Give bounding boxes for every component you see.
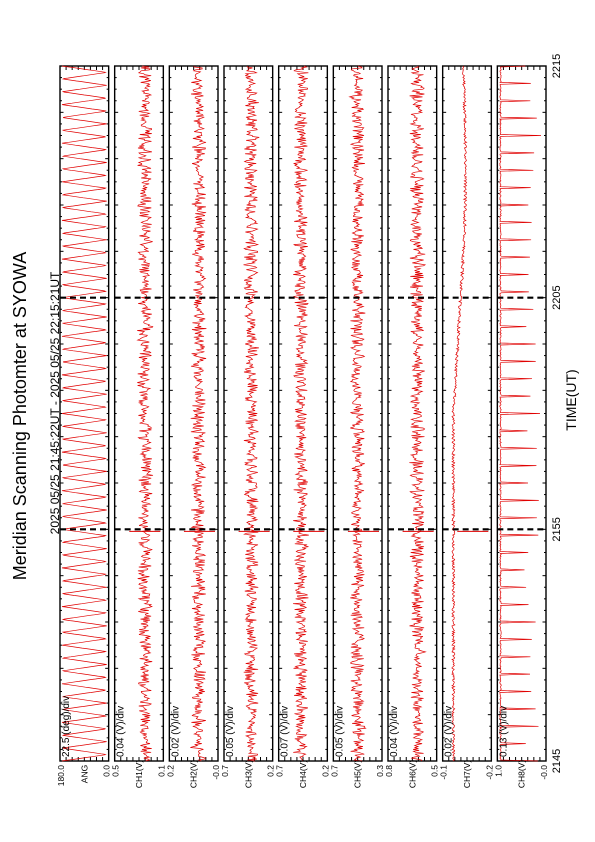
panel-8: 0.02 (V)/div -0.1 -0.2 CH7(V) [439, 65, 494, 789]
scale-label: 0.07 (V)/div [280, 706, 291, 757]
panel-frame [223, 65, 274, 762]
ytick-top: 0.7 [275, 765, 285, 777]
panel-7: 0.04 (V)/div 0.8 0.5 CH6(V) [384, 65, 440, 789]
panel-2: 0.04 (V)/div 0.5 0.1 CH1(V) [111, 65, 166, 789]
ytick-bottom: 0.2 [320, 765, 330, 777]
series-trace [61, 65, 107, 762]
channel-name: CH8(V) [517, 760, 527, 789]
series-trace [348, 65, 367, 762]
series-trace [292, 65, 309, 762]
channel-name: CH5(V) [353, 760, 363, 789]
panel-9: 0.13 (V)/div 1.0 -0.0 CH8(V) [493, 65, 549, 789]
channel-name: CH3(V) [243, 760, 253, 789]
x-tick-label: 2145 [551, 749, 563, 773]
ytick-bottom: 0.1 [156, 765, 166, 777]
series-trace [451, 65, 468, 762]
ytick-bottom: 0.0 [102, 765, 112, 777]
ytick-top: 1.0 [493, 765, 503, 777]
x-axis-label: TIME(UT) [563, 369, 579, 430]
x-tick-label: 2155 [551, 517, 563, 541]
ytick-bottom: 0.2 [266, 765, 276, 777]
panel-3: 0.02 (V)/div 0.2 -0.0 CH2(V) [165, 65, 221, 789]
panel-frame [332, 65, 383, 762]
x-tick-labels: 2145 2155 2205 2215 [551, 54, 563, 773]
channel-name: CH2(V) [189, 760, 199, 789]
channel-name: CH7(V) [462, 760, 472, 789]
ytick-top: -0.1 [439, 765, 449, 780]
figure-title: Meridian Scanning Photomter at SYOWA [10, 252, 30, 580]
ytick-top: 0.5 [111, 765, 121, 777]
panel-6: 0.05 (V)/div 0.7 0.3 CH5(V) [329, 65, 385, 789]
ytick-top: 0.2 [165, 765, 175, 777]
panel-4: 0.05 (V)/div 0.7 0.2 CH3(V) [220, 65, 276, 789]
series-trace [190, 65, 207, 762]
channel-name: ANG [79, 765, 89, 783]
panel-frame [168, 65, 219, 762]
panel-group: 22.5 (deg)/div 180.0 0.0 ANG 0.04 (V)/div 0.5… [56, 65, 549, 789]
series-trace [136, 65, 154, 762]
panel-frame [441, 65, 493, 762]
panel-frame [59, 65, 110, 762]
ytick-top: 0.8 [384, 765, 394, 777]
ytick-top: 0.7 [329, 765, 339, 777]
panel-1: 22.5 (deg)/div 180.0 0.0 ANG [56, 65, 112, 787]
ytick-bottom: -0.2 [484, 765, 494, 780]
ytick-bottom: 0.5 [430, 765, 440, 777]
panel-frame [113, 65, 165, 762]
scale-label: 0.05 (V)/div [334, 706, 345, 757]
scale-label: 0.05 (V)/div [225, 706, 236, 757]
ytick-bottom: -0.0 [211, 765, 221, 780]
scale-label: 22.5 (deg)/div [61, 696, 72, 757]
series-trace [243, 65, 260, 762]
scale-label: 0.04 (V)/div [116, 706, 127, 757]
x-tick-label: 2215 [551, 54, 563, 78]
series-trace [498, 65, 542, 762]
ytick-bottom: 0.3 [375, 765, 385, 777]
channel-name: CH4(V) [298, 760, 308, 789]
channel-name: CH1(V) [134, 760, 144, 789]
scale-label: 0.02 (V)/div [170, 706, 181, 757]
ytick-bottom: -0.0 [539, 765, 549, 780]
scale-label: 0.13 (V)/div [498, 706, 509, 757]
channel-name: CH6(V) [407, 760, 417, 789]
scale-label: 0.04 (V)/div [389, 706, 400, 757]
figure-subtitle: 2025 05/25 21:45:22UT - 2025 05/25 22:15… [48, 271, 62, 534]
ytick-top: 0.7 [220, 765, 230, 777]
ytick-top: 180.0 [56, 765, 66, 787]
panel-5: 0.07 (V)/div 0.7 0.2 CH4(V) [275, 65, 330, 789]
series-trace [409, 65, 427, 762]
panel-frame [387, 65, 438, 762]
scale-label: 0.02 (V)/div [444, 706, 455, 757]
x-tick-label: 2205 [551, 285, 563, 309]
